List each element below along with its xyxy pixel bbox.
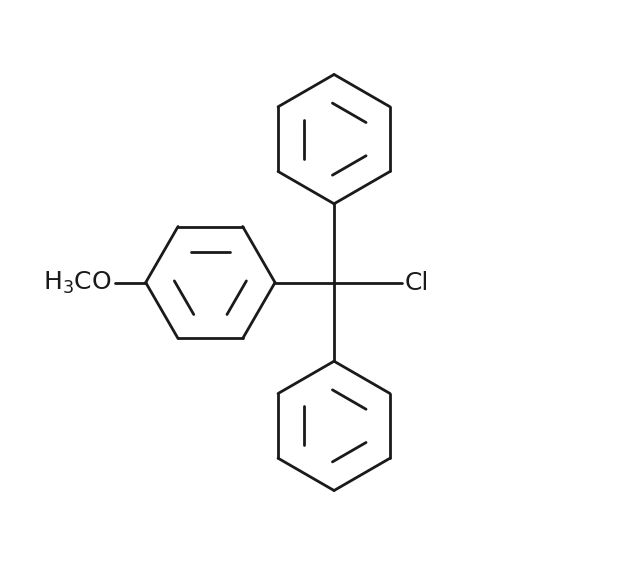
Text: Cl: Cl xyxy=(405,271,429,294)
Text: H$_3$CO: H$_3$CO xyxy=(43,270,111,295)
